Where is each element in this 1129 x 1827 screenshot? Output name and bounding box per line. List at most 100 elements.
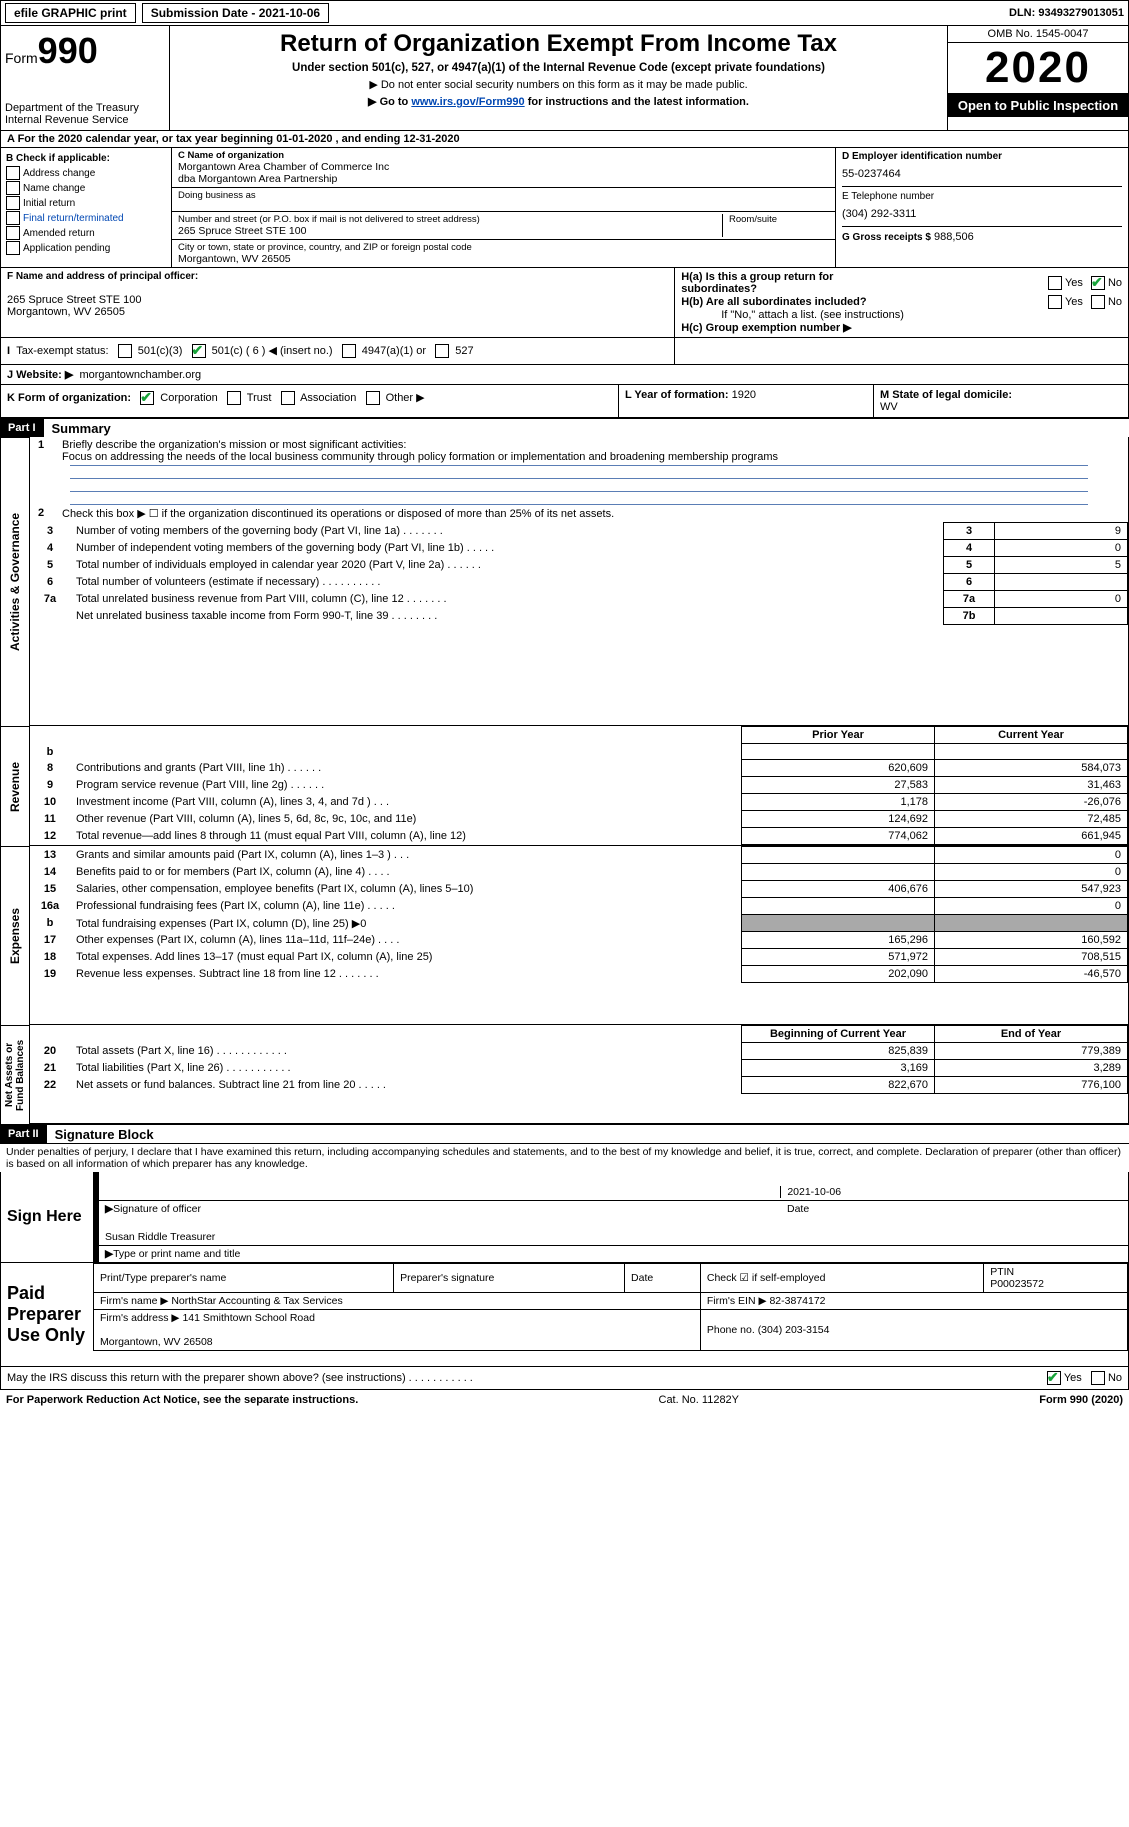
checkbox-icon[interactable] — [227, 391, 241, 405]
revenue-content: Prior Year Current Year b 8 Contribution… — [30, 726, 1129, 846]
table-row: Net unrelated business taxable income fr… — [30, 608, 1128, 625]
submission-date-button[interactable]: Submission Date - 2021-10-06 — [142, 3, 329, 23]
checkbox-icon[interactable] — [1091, 1371, 1105, 1385]
k-other: Other ▶ — [386, 392, 425, 404]
bcdeg-section: B Check if applicable: Address change Na… — [0, 148, 1129, 268]
section-deg: D Employer identification number 55-0237… — [835, 148, 1128, 267]
tax-year-row: A For the 2020 calendar year, or tax yea… — [0, 131, 1129, 148]
table-row: 3 Number of voting members of the govern… — [30, 523, 1128, 540]
side-net: Net Assets or Fund Balances — [0, 1025, 30, 1124]
dept-label: Department of the Treasury Internal Reve… — [5, 102, 165, 126]
table-row: 21 Total liabilities (Part X, line 26) .… — [30, 1060, 1128, 1077]
i-527: 527 — [455, 345, 473, 357]
side-revenue: Revenue — [0, 726, 30, 846]
section-e: E Telephone number (304) 292-3311 — [842, 191, 1122, 227]
city-label: City or town, state or province, country… — [178, 242, 829, 253]
checkbox-icon[interactable] — [192, 344, 206, 358]
dln-label: DLN: — [1009, 7, 1035, 19]
i-501c: 501(c) ( 6 ) ◀ (insert no.) — [212, 345, 333, 357]
hc-label: H(c) Group exemption number ▶ — [681, 321, 1122, 334]
part2-header: Part II Signature Block — [0, 1124, 1129, 1143]
net-content: Beginning of Current Year End of Year 20… — [30, 1025, 1129, 1124]
sig-labels-2: ▶Type or print name and title — [99, 1246, 1128, 1262]
form-number: Form990 — [5, 30, 165, 72]
firm-name-cell: Firm's name ▶ NorthStar Accounting & Tax… — [94, 1293, 701, 1310]
table-row: 18 Total expenses. Add lines 13–17 (must… — [30, 949, 1128, 966]
gross-receipts-value: 988,506 — [934, 231, 974, 243]
c-name-box: C Name of organization Morgantown Area C… — [172, 148, 835, 188]
governance-block: Activities & Governance 1 Briefly descri… — [0, 437, 1129, 726]
sign-here-block: Sign Here 2021-10-06 ▶Signature of offic… — [0, 1172, 1129, 1263]
table-row: 22 Net assets or fund balances. Subtract… — [30, 1077, 1128, 1094]
line-2: 2 Check this box ▶ ☐ if the organization… — [30, 505, 1128, 522]
checkbox-icon[interactable] — [118, 344, 132, 358]
checkbox-icon[interactable] — [1048, 276, 1062, 290]
return-title: Return of Organization Exempt From Incom… — [174, 30, 943, 58]
checkbox-icon[interactable] — [281, 391, 295, 405]
checkbox-icon[interactable] — [435, 344, 449, 358]
table-row: 6 Total number of volunteers (estimate i… — [30, 574, 1128, 591]
checkbox-icon[interactable] — [6, 166, 20, 180]
exp-table: 13 Grants and similar amounts paid (Part… — [30, 846, 1128, 983]
b-opt-4[interactable]: Amended return — [6, 226, 166, 241]
checkbox-icon[interactable] — [6, 211, 20, 225]
header-center: Return of Organization Exempt From Incom… — [170, 26, 948, 130]
no-label: No — [1108, 296, 1122, 308]
b-opt-3[interactable]: Final return/terminated — [6, 211, 166, 226]
section-m: M State of legal domicile:WV — [874, 385, 1128, 417]
irs-discuss-answers: Yes No — [1047, 1371, 1122, 1385]
tax-year: 2020 — [948, 43, 1128, 94]
sub-date-value: 2021-10-06 — [259, 6, 320, 20]
expenses-content: 13 Grants and similar amounts paid (Part… — [30, 846, 1129, 1025]
sig-date-value: 2021-10-06 — [781, 1186, 1122, 1198]
state-domicile: WV — [880, 401, 898, 413]
self-employed-cell: Check ☑ if self-employed — [700, 1264, 983, 1293]
officer-name: Susan Riddle Treasurer — [105, 1231, 1122, 1243]
checkbox-icon[interactable] — [6, 181, 20, 195]
b-opt-1[interactable]: Name change — [6, 181, 166, 196]
dba-box: Doing business as — [172, 188, 835, 212]
b-label: B Check if applicable: — [6, 151, 166, 166]
form990-link[interactable]: www.irs.gov/Form990 — [411, 96, 524, 108]
checkbox-icon[interactable] — [6, 196, 20, 210]
footer-right: Form 990 (2020) — [1039, 1394, 1123, 1406]
checkbox-icon[interactable] — [140, 391, 154, 405]
side-expenses: Expenses — [0, 846, 30, 1025]
b-opt-0[interactable]: Address change — [6, 166, 166, 181]
b-opt-5[interactable]: Application pending — [6, 241, 166, 256]
m-label: M State of legal domicile: — [880, 389, 1012, 401]
sign-here-label: Sign Here — [1, 1172, 93, 1262]
checkbox-icon[interactable] — [6, 241, 20, 255]
addr-label: Number and street (or P.O. box if mail i… — [178, 214, 716, 225]
b-opt-2[interactable]: Initial return — [6, 196, 166, 211]
table-row: 13 Grants and similar amounts paid (Part… — [30, 847, 1128, 864]
prep-h2: Preparer's signature — [394, 1264, 625, 1293]
no-label: No — [1108, 1372, 1122, 1384]
firm-addr-cell: Firm's address ▶ 141 Smithtown School Ro… — [94, 1310, 701, 1351]
efile-button[interactable]: efile GRAPHIC print — [5, 3, 136, 23]
checkbox-icon[interactable] — [6, 226, 20, 240]
checkbox-icon[interactable] — [1047, 1371, 1061, 1385]
rev-table: Prior Year Current Year b 8 Contribution… — [30, 726, 1128, 845]
part2-title: Signature Block — [55, 1127, 154, 1142]
f-label: F Name and address of principal officer: — [7, 271, 668, 282]
checkbox-icon[interactable] — [366, 391, 380, 405]
date-label: Date — [781, 1203, 1122, 1215]
table-row: b — [30, 744, 1128, 760]
section-k: K Form of organization: Corporation Trus… — [1, 385, 619, 417]
yes-label: Yes — [1065, 277, 1083, 289]
part1-title: Summary — [52, 421, 111, 436]
checkbox-icon[interactable] — [342, 344, 356, 358]
l1-label: Briefly describe the organization's miss… — [62, 439, 406, 451]
g-label: G Gross receipts $ — [842, 232, 931, 243]
table-row: 7a Total unrelated business revenue from… — [30, 591, 1128, 608]
checkbox-icon[interactable] — [1091, 295, 1105, 309]
sub3-post: for instructions and the latest informat… — [528, 96, 749, 108]
checkbox-icon[interactable] — [1091, 276, 1105, 290]
paid-preparer-block: Paid Preparer Use Only Print/Type prepar… — [0, 1263, 1129, 1367]
table-row: 9 Program service revenue (Part VIII, li… — [30, 777, 1128, 794]
part1-header: Part I Summary — [0, 418, 1129, 437]
k-assoc: Association — [300, 392, 356, 404]
col-headers: Prior Year Current Year — [30, 727, 1128, 744]
checkbox-icon[interactable] — [1048, 295, 1062, 309]
